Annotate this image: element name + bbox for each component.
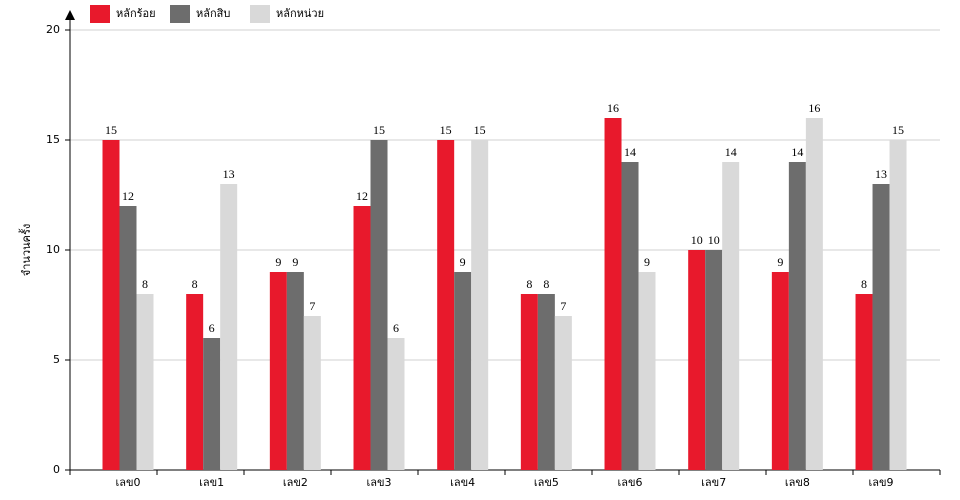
x-tick-label: เลข5 — [534, 476, 559, 489]
value-label: 9 — [460, 255, 466, 269]
x-tick-label: เลข3 — [366, 476, 391, 489]
bar — [186, 294, 204, 470]
y-axis-arrow — [65, 10, 75, 20]
value-label: 13 — [223, 167, 235, 181]
value-label: 6 — [209, 321, 215, 335]
y-tick-label: 10 — [46, 243, 60, 256]
bar — [387, 338, 405, 470]
value-label: 9 — [292, 255, 298, 269]
legend-label: หลักร้อย — [116, 7, 156, 20]
value-label: 8 — [543, 277, 549, 291]
bar — [454, 272, 472, 470]
bar — [855, 294, 873, 470]
value-label: 9 — [644, 255, 650, 269]
bar — [554, 316, 572, 470]
value-label: 10 — [691, 233, 703, 247]
bar — [705, 250, 723, 470]
bar — [471, 140, 489, 470]
value-label: 7 — [309, 299, 315, 313]
value-label: 15 — [892, 123, 904, 137]
bar — [621, 162, 639, 470]
y-axis-label: จำนวนครั้ง — [18, 224, 33, 276]
value-label: 8 — [861, 277, 867, 291]
bar — [638, 272, 656, 470]
value-label: 16 — [607, 101, 619, 115]
bar — [203, 338, 221, 470]
y-tick-label: 15 — [46, 133, 60, 146]
bar — [520, 294, 538, 470]
bar — [771, 272, 789, 470]
bar — [370, 140, 388, 470]
value-label: 14 — [791, 145, 803, 159]
value-label: 10 — [708, 233, 720, 247]
y-tick-label: 5 — [53, 353, 60, 366]
x-tick-label: เลข0 — [115, 476, 140, 489]
x-tick-label: เลข1 — [199, 476, 224, 489]
value-label: 15 — [474, 123, 486, 137]
value-label: 12 — [356, 189, 368, 203]
y-tick-label: 20 — [46, 23, 60, 36]
legend-label: หลักหน่วย — [276, 7, 324, 20]
value-label: 8 — [526, 277, 532, 291]
x-tick-label: เลข6 — [618, 476, 643, 489]
value-label: 12 — [122, 189, 134, 203]
value-label: 8 — [192, 277, 198, 291]
bar — [722, 162, 740, 470]
value-label: 9 — [777, 255, 783, 269]
bar — [604, 118, 622, 470]
value-label: 7 — [560, 299, 566, 313]
bar — [303, 316, 321, 470]
legend-swatch — [250, 5, 270, 23]
bar — [872, 184, 890, 470]
bar — [889, 140, 907, 470]
x-tick-label: เลข9 — [869, 476, 894, 489]
bar — [353, 206, 371, 470]
bar — [220, 184, 238, 470]
x-tick-label: เลข4 — [450, 476, 475, 489]
value-label: 16 — [808, 101, 820, 115]
bar — [102, 140, 120, 470]
bar — [688, 250, 706, 470]
value-label: 13 — [875, 167, 887, 181]
x-tick-label: เลข7 — [701, 476, 726, 489]
value-label: 8 — [142, 277, 148, 291]
bar — [269, 272, 287, 470]
bar — [805, 118, 823, 470]
value-label: 6 — [393, 321, 399, 335]
y-tick-label: 0 — [53, 463, 60, 476]
value-label: 15 — [105, 123, 117, 137]
x-tick-label: เลข2 — [283, 476, 308, 489]
legend-swatch — [170, 5, 190, 23]
legend-label: หลักสิบ — [196, 7, 230, 20]
legend-swatch — [90, 5, 110, 23]
bar — [537, 294, 555, 470]
bar — [437, 140, 455, 470]
value-label: 9 — [275, 255, 281, 269]
value-label: 14 — [725, 145, 737, 159]
bar — [136, 294, 154, 470]
bar — [788, 162, 806, 470]
bar — [119, 206, 137, 470]
x-tick-label: เลข8 — [785, 476, 810, 489]
value-label: 15 — [440, 123, 452, 137]
value-label: 15 — [373, 123, 385, 137]
value-label: 14 — [624, 145, 636, 159]
bar — [286, 272, 304, 470]
